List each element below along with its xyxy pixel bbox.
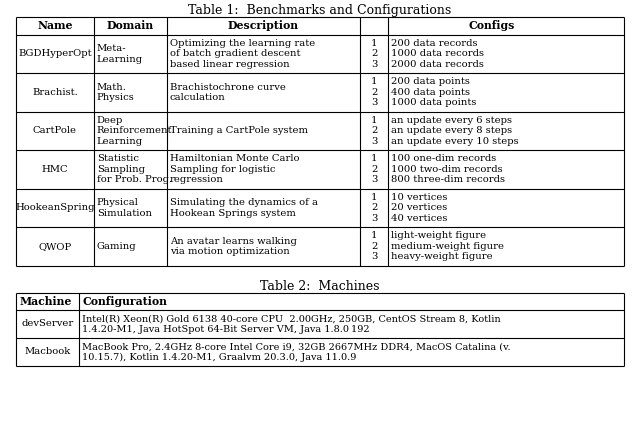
Text: Physical: Physical <box>97 198 139 207</box>
Text: 3: 3 <box>371 60 378 69</box>
Text: 3: 3 <box>371 175 378 184</box>
Text: 100 one-dim records: 100 one-dim records <box>391 154 497 163</box>
Text: 1: 1 <box>371 77 378 86</box>
Text: Table 2:  Machines: Table 2: Machines <box>260 279 380 293</box>
Text: 1: 1 <box>371 193 378 202</box>
Text: an update every 8 steps: an update every 8 steps <box>391 126 512 135</box>
Text: 200 data points: 200 data points <box>391 77 470 86</box>
Text: 10.15.7), Kotlin 1.4.20-M1, Graalvm 20.3.0, Java 11.0.9: 10.15.7), Kotlin 1.4.20-M1, Graalvm 20.3… <box>82 353 356 362</box>
Text: devServer: devServer <box>21 319 74 328</box>
Text: Macbook: Macbook <box>24 347 70 357</box>
Text: 200 data records: 200 data records <box>391 39 477 48</box>
Text: Configs: Configs <box>469 20 515 31</box>
Text: Description: Description <box>228 20 299 31</box>
Text: for Prob. Prog.: for Prob. Prog. <box>97 175 172 184</box>
Text: of batch gradient descent: of batch gradient descent <box>170 49 300 58</box>
Text: light-weight figure: light-weight figure <box>391 231 486 240</box>
Text: BGDHyperOpt: BGDHyperOpt <box>18 49 92 58</box>
Text: Physics: Physics <box>97 93 134 102</box>
Text: 1: 1 <box>371 231 378 240</box>
Text: 2: 2 <box>371 203 378 212</box>
Text: Math.: Math. <box>97 82 127 92</box>
Text: 1.4.20-M1, Java HotSpot 64-Bit Server VM, Java 1.8.0 192: 1.4.20-M1, Java HotSpot 64-Bit Server VM… <box>82 325 369 334</box>
Text: Sampling for logistic: Sampling for logistic <box>170 165 275 174</box>
Text: 1000 data records: 1000 data records <box>391 49 484 58</box>
Text: MacBook Pro, 2.4GHz 8-core Intel Core i9, 32GB 2667MHz DDR4, MacOS Catalina (v.: MacBook Pro, 2.4GHz 8-core Intel Core i9… <box>82 342 510 351</box>
Text: based linear regression: based linear regression <box>170 60 289 69</box>
Text: 1000 data points: 1000 data points <box>391 98 476 107</box>
Text: 40 vertices: 40 vertices <box>391 214 447 223</box>
Text: Intel(R) Xeon(R) Gold 6138 40-core CPU  2.00GHz, 250GB, CentOS Stream 8, Kotlin: Intel(R) Xeon(R) Gold 6138 40-core CPU 2… <box>82 314 500 323</box>
Text: Machine: Machine <box>20 296 72 307</box>
Text: 1: 1 <box>371 116 378 125</box>
Text: 3: 3 <box>371 214 378 223</box>
Text: Simulation: Simulation <box>97 208 152 218</box>
Text: an update every 10 steps: an update every 10 steps <box>391 137 519 146</box>
Text: 3: 3 <box>371 137 378 146</box>
Text: 2: 2 <box>371 242 378 251</box>
Text: 20 vertices: 20 vertices <box>391 203 447 212</box>
Text: Simulating the dynamics of a: Simulating the dynamics of a <box>170 198 318 207</box>
Text: 3: 3 <box>371 98 378 107</box>
Text: HMC: HMC <box>42 165 68 174</box>
Text: Gaming: Gaming <box>97 242 136 251</box>
Text: Deep: Deep <box>97 116 123 125</box>
Text: Table 1:  Benchmarks and Configurations: Table 1: Benchmarks and Configurations <box>188 4 452 17</box>
Text: 2000 data records: 2000 data records <box>391 60 484 69</box>
Text: 2: 2 <box>371 88 378 97</box>
Text: Brachist.: Brachist. <box>32 88 78 97</box>
Text: An avatar learns walking: An avatar learns walking <box>170 237 297 246</box>
Text: 2: 2 <box>371 126 378 135</box>
Text: Brachistochrone curve: Brachistochrone curve <box>170 82 285 92</box>
Text: Statistic: Statistic <box>97 154 139 163</box>
Text: Optimizing the learning rate: Optimizing the learning rate <box>170 39 315 48</box>
Text: medium-weight figure: medium-weight figure <box>391 242 504 251</box>
Text: 3: 3 <box>371 252 378 261</box>
Text: 1: 1 <box>371 154 378 163</box>
Text: Hookean Springs system: Hookean Springs system <box>170 208 296 218</box>
Text: heavy-weight figure: heavy-weight figure <box>391 252 493 261</box>
Text: 1000 two-dim records: 1000 two-dim records <box>391 165 503 174</box>
Text: Domain: Domain <box>107 20 154 31</box>
Text: Meta-: Meta- <box>97 44 127 53</box>
Text: via motion optimization: via motion optimization <box>170 247 289 256</box>
Text: Reinforcement: Reinforcement <box>97 126 172 135</box>
Text: calculation: calculation <box>170 93 225 102</box>
Text: an update every 6 steps: an update every 6 steps <box>391 116 512 125</box>
Text: Training a CartPole system: Training a CartPole system <box>170 126 308 135</box>
Text: 2: 2 <box>371 165 378 174</box>
Text: CartPole: CartPole <box>33 126 77 135</box>
Text: Sampling: Sampling <box>97 165 145 174</box>
Text: 800 three-dim records: 800 three-dim records <box>391 175 505 184</box>
Text: Hamiltonian Monte Carlo: Hamiltonian Monte Carlo <box>170 154 300 163</box>
Text: 10 vertices: 10 vertices <box>391 193 447 202</box>
Text: 1: 1 <box>371 39 378 48</box>
Text: Name: Name <box>37 20 73 31</box>
Text: Configuration: Configuration <box>83 296 168 307</box>
Text: Learning: Learning <box>97 137 143 146</box>
Text: HookeanSpring: HookeanSpring <box>15 203 95 212</box>
Text: QWOP: QWOP <box>38 242 72 251</box>
Text: 2: 2 <box>371 49 378 58</box>
Text: Learning: Learning <box>97 54 143 64</box>
Text: regression: regression <box>170 175 223 184</box>
Text: 400 data points: 400 data points <box>391 88 470 97</box>
